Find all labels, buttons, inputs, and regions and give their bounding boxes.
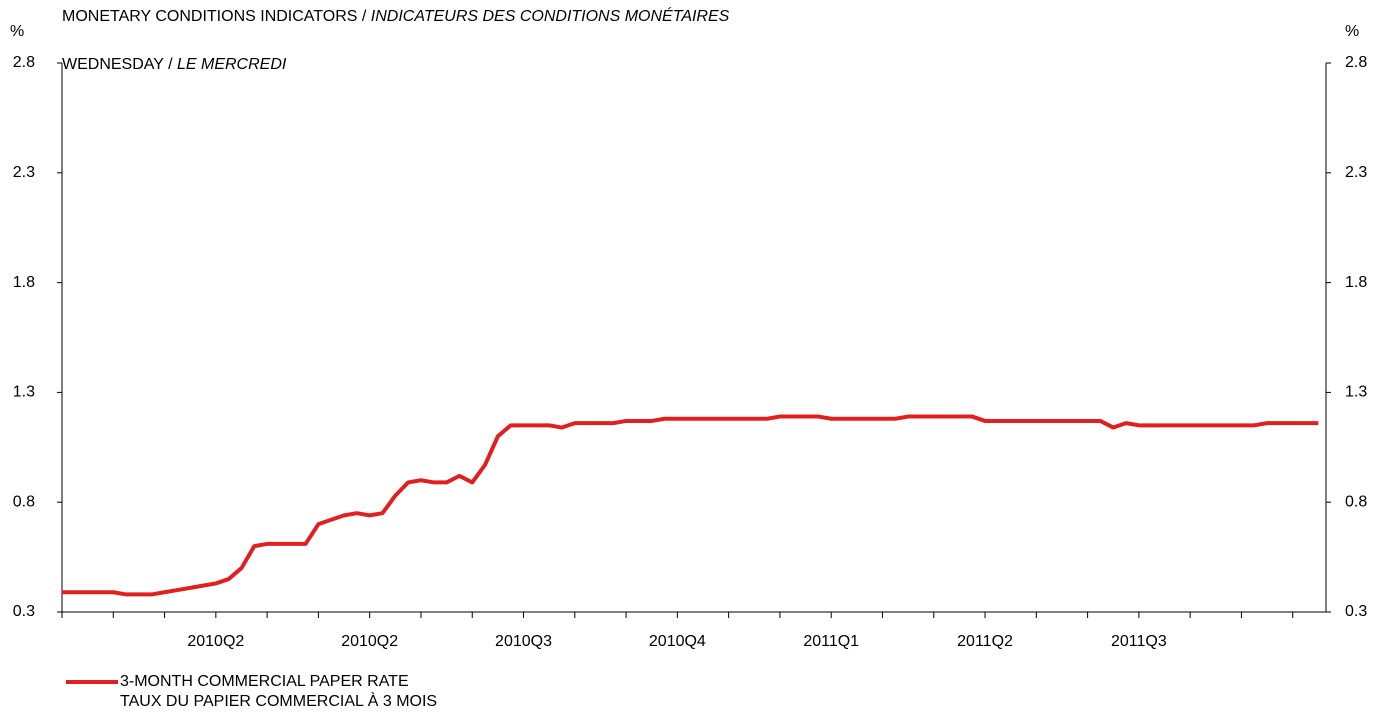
y2-axis-label: % [1345, 23, 1359, 40]
y-tick-label: 0.3 [13, 603, 35, 620]
chart-title: MONETARY CONDITIONS INDICATORS / INDICAT… [62, 8, 852, 26]
data-line [62, 414, 1319, 597]
x-tick-label: 2011Q1 [803, 633, 859, 650]
x-tick-label: 2010Q2 [341, 633, 398, 650]
y-tick-label: 0.8 [13, 493, 35, 510]
y2-tick-label: 0.8 [1345, 493, 1367, 510]
y-tick-label: 2.8 [13, 54, 35, 71]
title-fr: INDICATEURS DES CONDITIONS MONÉTAIRES [370, 8, 730, 25]
chart-subtitle: WEDNESDAY / LE MERCREDI [62, 56, 852, 74]
y2-tick-label: 2.3 [1345, 164, 1367, 181]
subtitle-fr: LE MERCREDI [176, 56, 287, 73]
x-tick-label: 2011Q2 [957, 633, 1013, 650]
y2-tick-label: 1.3 [1345, 384, 1367, 401]
y-tick-label: 1.8 [13, 274, 35, 291]
legend-label: 3-MONTH COMMERCIAL PAPER RATE [120, 673, 409, 690]
x-tick-label: 2010Q3 [495, 633, 552, 650]
title-en: MONETARY CONDITIONS INDICATORS / [62, 8, 371, 25]
y2-tick-label: 2.8 [1345, 54, 1367, 71]
x-tick-label: 2010Q2 [187, 633, 244, 650]
x-tick-label: 2010Q4 [649, 633, 706, 650]
subtitle-en: WEDNESDAY / [62, 56, 177, 73]
y2-tick-label: 1.8 [1345, 274, 1367, 291]
legend: 3-MONTH COMMERCIAL PAPER RATE TAUX DU PAP… [120, 672, 437, 712]
y2-tick-label: 0.3 [1345, 603, 1367, 620]
y-tick-label: 1.3 [13, 384, 35, 401]
y-axis-label: % [10, 23, 24, 40]
x-tick-label: 2011Q3 [1111, 633, 1167, 650]
legend-label-fr: TAUX DU PAPIER COMMERCIAL À 3 MOIS [120, 693, 438, 710]
y-tick-label: 2.3 [13, 164, 35, 181]
